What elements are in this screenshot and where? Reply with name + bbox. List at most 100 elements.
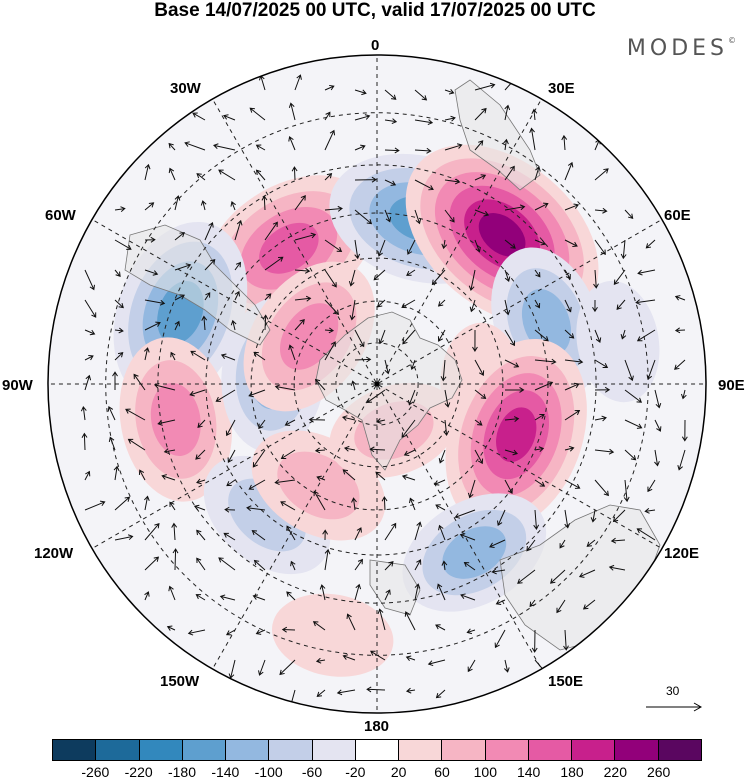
label-lon-0: 0 [371,37,380,54]
wind-arrow [534,446,545,453]
wind-arrow [262,314,269,331]
wind-arrow [248,479,266,490]
wind-arrow [438,524,446,541]
wind-arrow [620,329,627,340]
wind-arrow [312,621,326,631]
wind-arrow [218,557,236,571]
wind-arrow [144,163,151,181]
wind-arrow [586,539,596,547]
wind-arrow [674,295,686,301]
wind-arrow [384,118,398,125]
wind-arrow [313,490,326,511]
wind-arrow [474,239,481,253]
wind-arrow [253,559,266,571]
wind-arrow [381,496,388,511]
wind-arrow [255,169,266,181]
wind-arrow [342,469,356,481]
wind-arrow [474,140,484,151]
wind-arrow [403,449,416,456]
wind-arrow [564,358,584,365]
wind-arrow [114,269,121,278]
wind-arrow [677,449,686,471]
wind-arrow [375,418,386,424]
wind-arrow [84,329,96,336]
wind-arrow [474,389,487,399]
meridian-line [91,384,376,549]
wind-arrow [559,539,566,549]
wind-vectors [80,74,688,707]
wind-arrow [592,299,598,313]
wind-arrow [534,329,549,342]
wind-arrow [472,329,478,352]
colorbar-tick-label: -180 [167,764,197,780]
wind-arrow [529,127,536,151]
wind-arrow [468,269,476,292]
wind-arrow [215,389,236,402]
wind-arrow [414,89,428,101]
wind-arrow [474,419,483,426]
wind-arrow [578,569,596,578]
wind-arrow [474,449,484,465]
wind-arrow [624,389,643,403]
wind-arrow [437,299,446,307]
wind-arrow [534,479,546,487]
wind-arrow [594,386,611,393]
label-lon-90e: 90E [718,377,745,394]
wind-arrow [114,206,126,213]
wind-arrow [414,559,422,571]
wind-arrow [220,353,236,361]
anomaly-contour [576,280,660,403]
wind-arrow [503,138,509,151]
wind-arrow [529,599,536,608]
wind-arrow [377,239,386,257]
wind-arrow [459,533,476,541]
wind-arrow [248,389,266,398]
wind-arrow [138,469,146,481]
wind-arrow [401,299,416,309]
wind-arrow [645,239,656,249]
wind-arrow [261,195,268,211]
colorbar-tick-label: 140 [516,764,541,780]
wind-arrow [401,474,416,481]
wind-arrow [230,201,236,211]
wind-arrow [444,389,451,408]
colorbar-tick-label: -60 [301,764,323,780]
colorbar-swatch [398,740,442,760]
wind-arrow [324,205,343,212]
wind-arrow [144,202,155,211]
anomaly-contour [478,213,526,257]
wind-arrow [414,521,422,541]
wind-arrow [324,341,336,361]
wind-arrow [114,239,132,250]
wind-arrow [193,504,206,511]
wind-arrow [402,329,416,345]
wind-arrow [534,381,554,391]
wind-arrow [444,88,455,95]
wind-arrow [404,611,416,631]
wind-arrow [218,169,236,181]
wind-arrow [494,629,506,649]
wind-arrow [414,119,434,126]
wind-arrow [354,114,371,121]
wind-arrow [435,504,446,511]
wind-arrow [384,359,391,375]
wind-arrow [594,415,607,422]
wind-arrow [414,209,422,225]
wind-arrow [280,501,296,511]
wind-arrow [654,449,660,467]
wind-arrow [294,319,305,331]
wind-arrow [406,239,416,255]
anomaly-contour [496,407,537,463]
wind-arrow [280,449,296,460]
wind-arrow [84,355,94,361]
wind-arrow [196,173,206,181]
colorbar-tick-label: 180 [560,764,584,780]
wind-arrow [324,299,340,315]
wind-arrow [444,209,455,223]
colorbar-swatch [225,740,269,760]
wind-arrow [196,529,206,541]
wind-arrow [127,438,146,451]
wind-arrow [294,195,306,211]
wind-arrow [504,359,520,368]
meridian-line [212,385,377,670]
